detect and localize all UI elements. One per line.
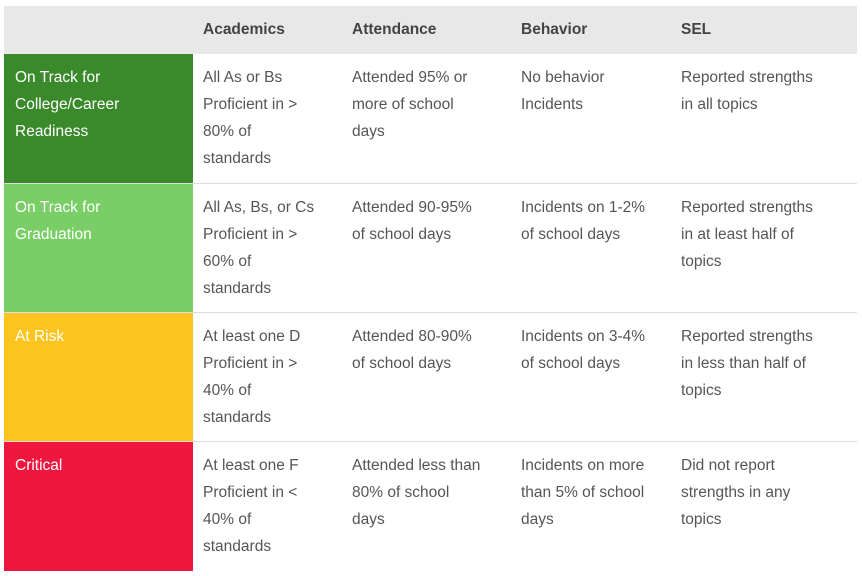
header-sel: SEL	[681, 21, 712, 38]
header-attendance: Attendance	[352, 21, 437, 38]
cell-text: Attended less than 80% of school days	[352, 457, 481, 528]
row-label-college-career: On Track for College/Career Readiness	[4, 54, 193, 183]
row-label-critical: Critical	[4, 442, 193, 571]
cell-attendance: Attended less than 80% of school days	[342, 442, 511, 571]
header-academics: Academics	[203, 21, 285, 38]
cell-text: At least one F Proficient in < 40% of st…	[203, 457, 299, 555]
cell-academics: All As or Bs Proficient in > 80% of stan…	[193, 54, 342, 183]
cell-behavior: Incidents on more than 5% of school days	[511, 442, 671, 571]
cell-academics: All As, Bs, or Cs Proficient in > 60% of…	[193, 184, 342, 312]
table-row: On Track for Graduation All As, Bs, or C…	[4, 184, 857, 313]
status-criteria-table: Academics Attendance Behavior SEL On Tra…	[4, 6, 857, 571]
cell-sel: Reported strengths in at least half of t…	[671, 184, 857, 312]
cell-behavior: No behavior Incidents	[511, 54, 671, 183]
cell-text: Incidents on 3-4% of school days	[521, 328, 646, 372]
cell-sel: Reported strengths in all topics	[671, 54, 857, 183]
cell-behavior: Incidents on 3-4% of school days	[511, 313, 671, 441]
cell-text: Incidents on more than 5% of school days	[521, 457, 645, 528]
cell-text: Reported strengths in all topics	[681, 69, 813, 113]
cell-text: Did not report strengths in any topics	[681, 457, 791, 528]
cell-text: At least one D Proficient in > 40% of st…	[203, 328, 301, 426]
cell-text: No behavior Incidents	[521, 69, 605, 113]
cell-text: Reported strengths in less than half of …	[681, 328, 813, 399]
cell-text: Reported strengths in at least half of t…	[681, 199, 813, 270]
cell-behavior: Incidents on 1-2% of school days	[511, 184, 671, 312]
row-label-at-risk: At Risk	[4, 313, 193, 441]
cell-sel: Reported strengths in less than half of …	[671, 313, 857, 441]
header-behavior: Behavior	[521, 21, 588, 38]
row-label-text: At Risk	[15, 328, 65, 345]
cell-academics: At least one F Proficient in < 40% of st…	[193, 442, 342, 571]
cell-attendance: Attended 80-90% of school days	[342, 313, 511, 441]
cell-academics: At least one D Proficient in > 40% of st…	[193, 313, 342, 441]
cell-text: Attended 95% or more of school days	[352, 69, 468, 140]
cell-text: Attended 80-90% of school days	[352, 328, 472, 372]
cell-attendance: Attended 95% or more of school days	[342, 54, 511, 183]
row-label-text: On Track for College/Career Readiness	[15, 69, 120, 140]
table-header-row: Academics Attendance Behavior SEL	[4, 6, 857, 54]
row-label-graduation: On Track for Graduation	[4, 184, 193, 312]
cell-text: All As or Bs Proficient in > 80% of stan…	[203, 69, 298, 167]
table-row: At Risk At least one D Proficient in > 4…	[4, 313, 857, 442]
cell-text: Incidents on 1-2% of school days	[521, 199, 646, 243]
cell-text: Attended 90-95% of school days	[352, 199, 472, 243]
table-row: On Track for College/Career Readiness Al…	[4, 54, 857, 184]
cell-attendance: Attended 90-95% of school days	[342, 184, 511, 312]
row-label-text: On Track for Graduation	[15, 199, 101, 243]
row-label-text: Critical	[15, 457, 63, 474]
cell-text: All As, Bs, or Cs Proficient in > 60% of…	[203, 199, 315, 297]
cell-sel: Did not report strengths in any topics	[671, 442, 857, 571]
table-row: Critical At least one F Proficient in < …	[4, 442, 857, 571]
header-blank-cell	[4, 6, 193, 54]
